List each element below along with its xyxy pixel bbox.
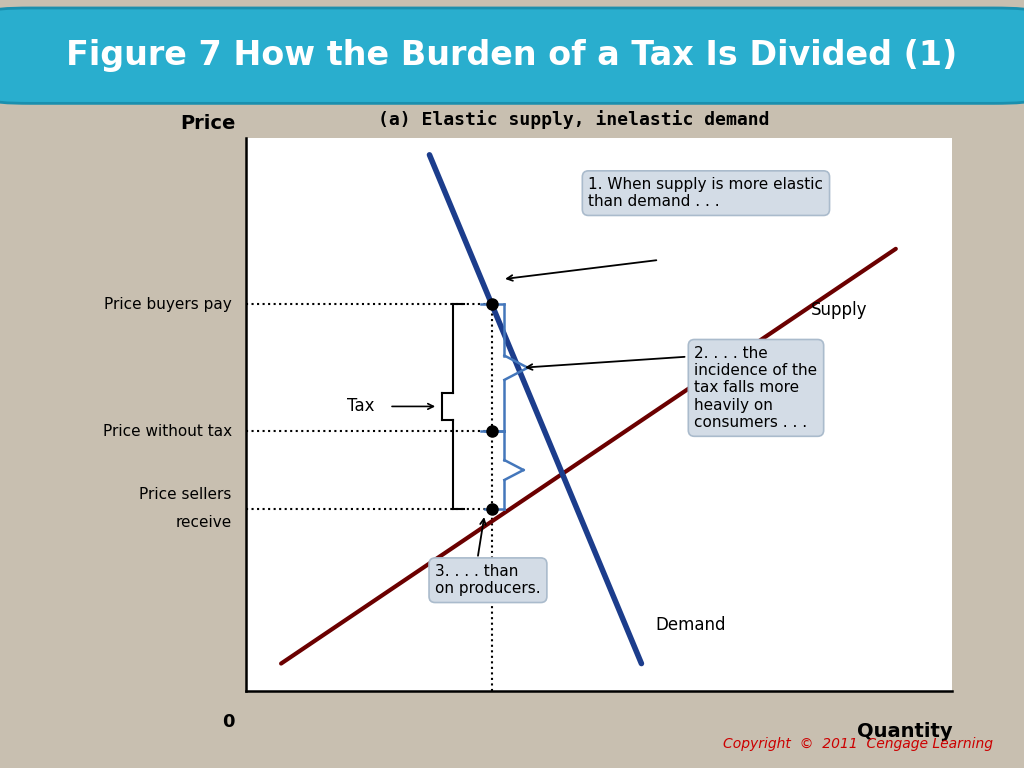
Text: Price sellers: Price sellers	[139, 488, 231, 502]
Text: (a) Elastic supply, inelastic demand: (a) Elastic supply, inelastic demand	[378, 110, 769, 128]
Text: Price: Price	[180, 114, 236, 133]
Text: Demand: Demand	[655, 616, 726, 634]
Text: Tax: Tax	[347, 397, 375, 415]
Text: Quantity: Quantity	[857, 722, 952, 740]
Text: Supply: Supply	[811, 300, 867, 319]
Text: Price without tax: Price without tax	[102, 424, 231, 439]
Text: 0: 0	[222, 713, 234, 730]
Text: 1. When supply is more elastic
than demand . . .: 1. When supply is more elastic than dema…	[589, 177, 823, 210]
Text: Price buyers pay: Price buyers pay	[103, 296, 231, 312]
FancyBboxPatch shape	[0, 8, 1024, 104]
Text: Copyright  ©  2011  Cengage Learning: Copyright © 2011 Cengage Learning	[723, 737, 993, 751]
Text: 3. . . . than
on producers.: 3. . . . than on producers.	[435, 564, 541, 597]
Text: Figure 7 How the Burden of a Tax Is Divided (1): Figure 7 How the Burden of a Tax Is Divi…	[67, 39, 957, 72]
Text: receive: receive	[175, 515, 231, 530]
Text: 2. . . . the
incidence of the
tax falls more
heavily on
consumers . . .: 2. . . . the incidence of the tax falls …	[694, 346, 817, 430]
